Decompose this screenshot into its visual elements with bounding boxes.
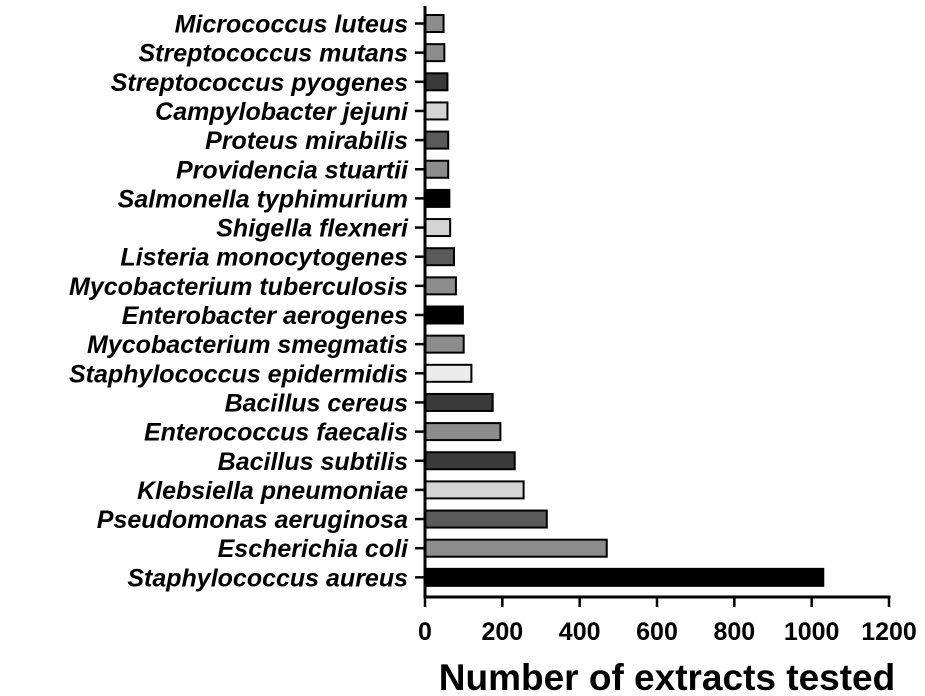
category-label: Streptococcus pyogenes [111,69,408,97]
category-label: Micrococcus luteus [175,11,408,39]
bar-streptococcus-pyogenes [424,72,449,92]
category-label: Enterococcus faecalis [144,419,408,447]
x-tick-label: 600 [636,618,678,646]
category-label: Staphylococcus aureus [127,564,408,592]
x-tick-label: 800 [713,618,755,646]
x-tick-label: 0 [418,618,432,646]
category-label: Providencia stuartii [176,156,409,184]
bar-micrococcus-luteus [424,14,445,33]
bar-proteus-mirabilis [424,130,450,150]
category-label: Enterobacter aerogenes [122,302,408,330]
category-label: Klebsiella pneumoniae [137,477,408,505]
bar-enterobacter-aerogenes [424,305,464,325]
category-label: Staphylococcus epidermidis [69,360,408,388]
bar-escherichia-coli [424,538,608,558]
x-axis-ticks: 0 200 400 600 800 1000 1200 [418,597,917,646]
bar-bacillus-subtilis [424,451,516,471]
bar-providencia-stuartii [424,159,450,179]
bar-mycobacterium-smegmatis [424,334,465,354]
bar-campylobacter-jejuni [424,101,449,121]
x-tick-label: 1000 [784,618,840,646]
bar-klebsiella-pneumoniae [424,480,525,500]
x-tick-label: 1200 [861,618,917,646]
category-label: Mycobacterium tuberculosis [69,273,408,301]
bar-shigella-flexneri [424,218,452,238]
category-label: Listeria monocytogenes [120,244,408,272]
bar-streptococcus-mutans [424,43,446,63]
x-tick-label: 400 [559,618,601,646]
category-label: Salmonella typhimurium [118,185,408,213]
category-label: Bacillus subtilis [218,448,408,476]
bar-bacillus-cereus [424,392,494,412]
category-label: Pseudomonas aeruginosa [97,506,408,534]
bar-pseudomonas-aeruginosa [424,509,548,529]
x-tick-label: 200 [481,618,523,646]
category-label: Campylobacter jejuni [155,98,409,126]
category-label: Streptococcus mutans [138,40,408,68]
x-axis-title: Number of extracts tested [439,657,895,696]
category-label: Bacillus cereus [225,389,409,417]
category-label: Shigella flexneri [216,215,409,243]
bar-salmonella-typhimurium [424,188,451,208]
bar-staphylococcus-epidermidis [424,363,473,383]
category-label: Proteus mirabilis [205,127,408,155]
category-label: Mycobacterium smegmatis [87,331,408,359]
bar-mycobacterium-tuberculosis [424,276,457,296]
bar-enterococcus-faecalis [424,422,502,442]
bar-staphylococcus-aureus [424,567,825,587]
bars-group [424,14,825,587]
bar-listeria-monocytogenes [424,247,455,267]
category-label: Escherichia coli [218,535,409,563]
